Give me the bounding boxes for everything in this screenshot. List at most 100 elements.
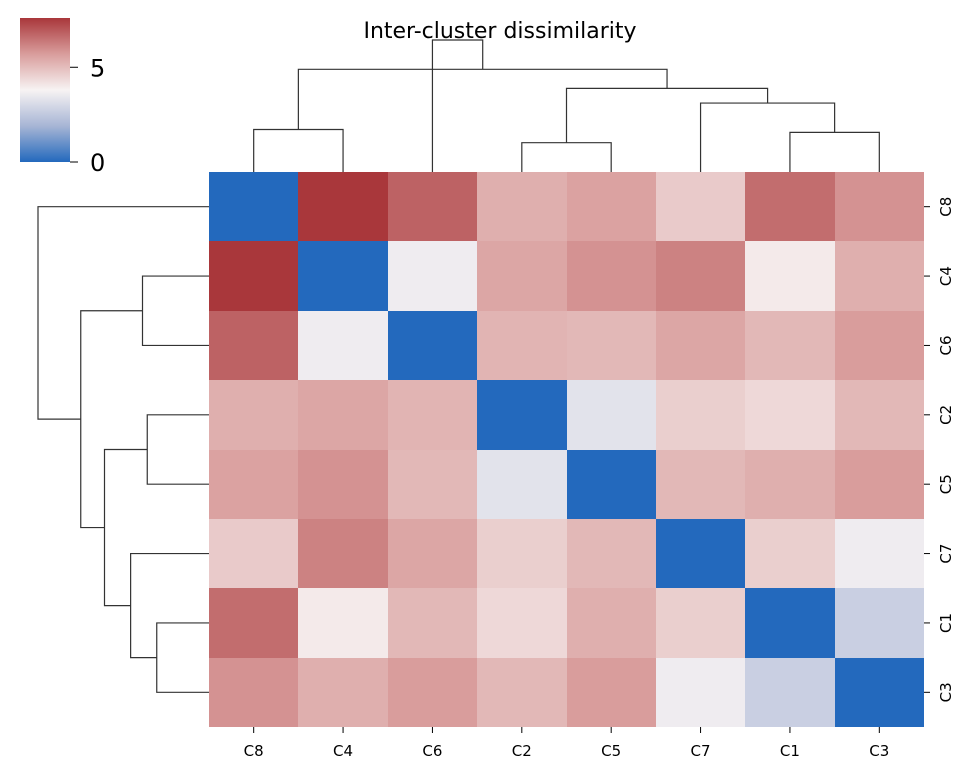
- row-dendrogram-link-0: [141, 275, 209, 347]
- heatmap-cell-c6-c1: [745, 311, 835, 380]
- colorbar-ticks: 05: [70, 54, 105, 177]
- row-dendrogram-link-4: [103, 448, 148, 607]
- heatmap-cell-c7-c4: [298, 519, 388, 588]
- colorbar-gradient: [20, 18, 70, 162]
- heatmap-cell-c6-c7: [656, 311, 745, 380]
- x-tick-label-c5: C5: [601, 742, 621, 760]
- heatmap-cell-c4-c5: [567, 241, 656, 311]
- col-dendrogram-link-6: [431, 39, 484, 172]
- heatmap-cell-c3-c4: [298, 658, 388, 727]
- chart-title: Inter-cluster dissimilarity: [363, 19, 636, 44]
- heatmap-cell-c7-c7: [656, 519, 745, 588]
- y-tick-label-c4: C4: [937, 266, 955, 286]
- heatmap-cell-c5-c2: [477, 450, 567, 519]
- x-tick-label-c4: C4: [333, 742, 353, 760]
- col-dendrogram-link-5: [297, 68, 668, 130]
- heatmap-cell-c5-c8: [209, 450, 298, 519]
- heatmap-cell-c2-c1: [745, 380, 835, 450]
- heatmap-cell-c2-c4: [298, 380, 388, 450]
- heatmap-cell-c2-c2: [477, 380, 567, 450]
- colorbar-tick-label-5: 5: [90, 54, 105, 82]
- heatmap-cell-c3-c8: [209, 658, 298, 727]
- x-axis-labels: C8 C4 C6 C2 C5 C7 C1 C3: [244, 727, 889, 760]
- heatmap-cell-c3-c3: [835, 658, 924, 727]
- row-dendrogram-link-2: [156, 622, 209, 693]
- heatmap-cell-c5-c3: [835, 450, 924, 519]
- heatmap-cell-c1-c4: [298, 588, 388, 658]
- heatmap-cell-c6-c5: [567, 311, 656, 380]
- heatmap-cell-c8-c1: [745, 172, 835, 241]
- heatmap-cell-c2-c3: [835, 380, 924, 450]
- colorbar: 05: [20, 18, 105, 177]
- heatmap-cell-c2-c6: [388, 380, 477, 450]
- y-tick-label-c3: C3: [937, 682, 955, 702]
- heatmap-cell-c5-c1: [745, 450, 835, 519]
- y-tick-label-c6: C6: [937, 335, 955, 355]
- x-tick-label-c8: C8: [244, 742, 264, 760]
- heatmap-cell-c3-c6: [388, 658, 477, 727]
- heatmap-cell-c1-c3: [835, 588, 924, 658]
- row-dendrogram-link-3: [130, 552, 209, 659]
- heatmap-cell-c7-c1: [745, 519, 835, 588]
- heatmap-cell-c6-c6: [388, 311, 477, 380]
- heatmap-cell-c4-c7: [656, 241, 745, 311]
- heatmap-cell-c8-c8: [209, 172, 298, 241]
- heatmap-cell-c7-c5: [567, 519, 656, 588]
- y-tick-label-c1: C1: [937, 613, 955, 633]
- heatmap-cell-c8-c4: [298, 172, 388, 241]
- heatmap-cell-c7-c2: [477, 519, 567, 588]
- heatmap-cell-c4-c8: [209, 241, 298, 311]
- heatmap-cell-c4-c1: [745, 241, 835, 311]
- x-tick-label-c2: C2: [512, 742, 532, 760]
- y-axis-labels: C8 C4 C6 C2 C5 C7 C1 C3: [924, 197, 955, 702]
- heatmap-cell-c3-c1: [745, 658, 835, 727]
- y-tick-label-c8: C8: [937, 197, 955, 217]
- row-dendrogram: [37, 206, 209, 693]
- heatmap-cell-c8-c5: [567, 172, 656, 241]
- row-dendrogram-link-6: [37, 206, 209, 420]
- heatmap-cell-c6-c3: [835, 311, 924, 380]
- col-dendrogram-link-0: [253, 128, 344, 172]
- colorbar-tick-label-0: 0: [90, 149, 105, 177]
- heatmap-cell-c1-c2: [477, 588, 567, 658]
- x-tick-label-c1: C1: [780, 742, 800, 760]
- heatmap-cell-c8-c7: [656, 172, 745, 241]
- heatmap-cell-c3-c5: [567, 658, 656, 727]
- heatmap-cell-c8-c2: [477, 172, 567, 241]
- heatmap-cell-c1-c1: [745, 588, 835, 658]
- heatmap: [209, 172, 924, 727]
- heatmap-cell-c5-c5: [567, 450, 656, 519]
- heatmap-cell-c4-c3: [835, 241, 924, 311]
- x-tick-label-c7: C7: [691, 742, 711, 760]
- heatmap-cell-c5-c7: [656, 450, 745, 519]
- column-dendrogram: [253, 39, 880, 172]
- row-dendrogram-link-5: [80, 310, 143, 529]
- heatmap-cell-c6-c2: [477, 311, 567, 380]
- col-dendrogram-link-2: [789, 131, 880, 172]
- heatmap-cell-c5-c6: [388, 450, 477, 519]
- heatmap-cell-c3-c7: [656, 658, 745, 727]
- heatmap-cell-c1-c8: [209, 588, 298, 658]
- y-tick-label-c2: C2: [937, 405, 955, 425]
- heatmap-cell-c7-c8: [209, 519, 298, 588]
- col-dendrogram-link-1: [521, 142, 612, 172]
- heatmap-cell-c6-c8: [209, 311, 298, 380]
- x-tick-label-c6: C6: [422, 742, 442, 760]
- col-dendrogram-link-3: [699, 102, 836, 172]
- heatmap-cell-c3-c2: [477, 658, 567, 727]
- heatmap-cell-c2-c5: [567, 380, 656, 450]
- heatmap-cell-c7-c3: [835, 519, 924, 588]
- heatmap-cell-c4-c2: [477, 241, 567, 311]
- heatmap-cell-c8-c6: [388, 172, 477, 241]
- y-tick-label-c7: C7: [937, 544, 955, 564]
- row-dendrogram-link-1: [146, 414, 209, 485]
- heatmap-cell-c2-c7: [656, 380, 745, 450]
- heatmap-cell-c1-c7: [656, 588, 745, 658]
- y-tick-label-c5: C5: [937, 474, 955, 494]
- heatmap-cell-c4-c4: [298, 241, 388, 311]
- heatmap-cell-c6-c4: [298, 311, 388, 380]
- col-dendrogram-link-4: [565, 87, 769, 143]
- heatmap-cell-c4-c6: [388, 241, 477, 311]
- heatmap-cell-c5-c4: [298, 450, 388, 519]
